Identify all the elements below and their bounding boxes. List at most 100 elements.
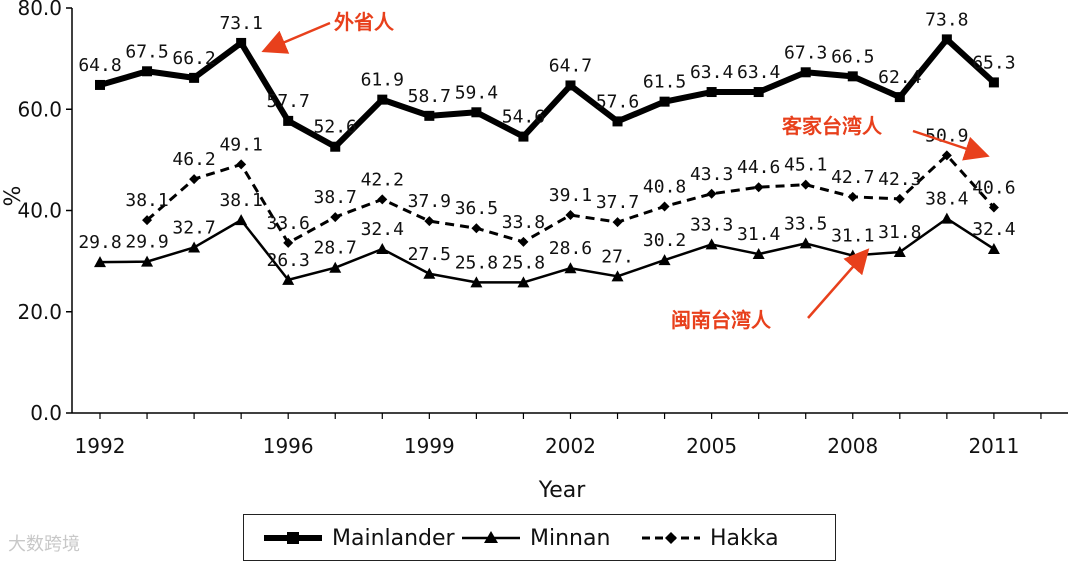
y-tick-label: 80.0 (17, 0, 62, 20)
axes: 0.0 20.0 40.0 60.0 80.0 1992 1996 1999 2002 2005 2… (1, 0, 1068, 503)
data-label-minnan: 33.3 (690, 214, 733, 235)
marker-minnan (705, 238, 718, 250)
legend: Mainlander Minnan Hakka (243, 514, 836, 561)
legend-swatch-hakka (642, 532, 700, 544)
data-label-mainlander: 54.6 (502, 107, 545, 128)
data-label-minnan: 29.9 (125, 232, 168, 253)
marker-mainlander (894, 92, 905, 103)
data-label-mainlander: 63.4 (690, 62, 733, 83)
marker-hakka (706, 188, 717, 199)
data-label-minnan: 31.4 (737, 224, 780, 245)
y-tick-label: 60.0 (17, 97, 62, 121)
data-label-hakka: 40.6 (972, 177, 1015, 198)
marker-hakka (518, 236, 529, 247)
data-label-mainlander: 73.8 (925, 9, 968, 30)
data-label-mainlander: 64.7 (549, 55, 592, 76)
x-tick-label: 2002 (545, 434, 596, 458)
marker-mainlander (565, 80, 576, 91)
x-tick-label: 1996 (263, 434, 314, 458)
marker-hakka (471, 223, 482, 234)
marker-mainlander (800, 67, 811, 78)
marker-minnan (893, 246, 906, 258)
data-label-mainlander: 52.6 (314, 117, 357, 138)
data-label-mainlander: 61.5 (643, 72, 686, 93)
data-label-hakka: 39.1 (549, 185, 592, 206)
data-label-minnan: 32.4 (361, 219, 404, 240)
data-label-mainlander: 65.3 (972, 52, 1015, 73)
data-label-hakka: 42.3 (878, 169, 921, 190)
data-label-minnan: 25.8 (455, 252, 498, 273)
x-tick-label: 2011 (968, 434, 1019, 458)
data-label-minnan: 28.7 (314, 238, 357, 259)
data-label-hakka: 50.9 (925, 125, 968, 146)
marker-minnan (282, 273, 295, 285)
data-label-minnan: 38.4 (925, 189, 968, 210)
marker-hakka (894, 193, 905, 204)
marker-minnan (329, 261, 342, 273)
marker-minnan (423, 267, 436, 279)
marker-hakka (283, 237, 294, 248)
marker-mainlander (424, 110, 435, 121)
data-label-hakka: 33.8 (502, 212, 545, 233)
data-label-mainlander: 57.6 (596, 91, 639, 112)
marker-mainlander (95, 79, 105, 90)
marker-mainlander (518, 131, 529, 142)
marker-minnan (611, 270, 624, 282)
legend-item-mainlander: Mainlander (262, 524, 455, 552)
marker-mainlander (659, 96, 670, 107)
data-label-mainlander: 62.4 (878, 67, 921, 88)
annotation-arrow (912, 129, 990, 161)
marker-hakka (753, 182, 764, 193)
marker-hakka (565, 210, 576, 221)
marker-minnan (141, 255, 154, 267)
marker-minnan (94, 256, 106, 268)
legend-item-hakka: Hakka (640, 524, 779, 552)
watermark: 大数跨境 (8, 534, 80, 555)
data-label-mainlander: 63.4 (737, 62, 780, 83)
marker-minnan (188, 241, 201, 253)
annotation-label: 外省人 (334, 10, 395, 34)
data-label-minnan: 30.2 (643, 230, 686, 251)
marker-mainlander (189, 72, 200, 83)
data-label-hakka: 40.8 (643, 176, 686, 197)
x-tick-label: 1999 (404, 434, 455, 458)
data-labels: 64.867.5 66.273.1 57.752.6 61.958.7 59.454.6… (78, 9, 1015, 273)
marker-hakka (424, 216, 435, 227)
data-label-hakka: 38.1 (125, 190, 168, 211)
data-label-mainlander: 67.5 (125, 41, 168, 62)
marker-hakka (236, 159, 247, 170)
marker-hakka (377, 194, 388, 205)
marker-mainlander (283, 115, 294, 126)
data-label-mainlander: 57.7 (267, 91, 310, 112)
legend-label-hakka: Hakka (710, 525, 779, 551)
marker-minnan (799, 237, 812, 249)
data-label-hakka: 43.3 (690, 164, 733, 185)
x-tick-label: 1992 (75, 434, 126, 458)
y-tick-label: 0.0 (30, 401, 62, 425)
marker-minnan (658, 254, 671, 266)
legend-item-minnan: Minnan (460, 524, 610, 552)
data-label-mainlander: 67.3 (784, 42, 827, 63)
annotation-arrow (261, 21, 331, 54)
data-label-minnan: 33.5 (784, 213, 827, 234)
legend-label-mainlander: Mainlander (332, 525, 455, 551)
annotation-label: 闽南台湾人 (671, 308, 772, 332)
data-label-minnan: 38.1 (219, 190, 262, 211)
y-tick-label: 20.0 (17, 300, 62, 324)
data-label-hakka: 45.1 (784, 155, 827, 176)
data-label-hakka: 37.9 (408, 191, 451, 212)
marker-hakka (988, 202, 999, 213)
series-layer (94, 34, 1000, 288)
marker-mainlander (988, 77, 999, 88)
x-tick-label: 2005 (686, 434, 737, 458)
marker-mainlander (847, 71, 858, 82)
marker-hakka (612, 217, 623, 228)
data-label-minnan: 26.3 (267, 250, 310, 271)
legend-swatch-mainlander (264, 532, 322, 544)
marker-hakka (659, 201, 670, 212)
x-axis-title: Year (538, 478, 587, 503)
marker-hakka (189, 174, 200, 185)
data-label-hakka: 42.7 (831, 167, 874, 188)
data-label-minnan: 32.4 (972, 219, 1015, 240)
